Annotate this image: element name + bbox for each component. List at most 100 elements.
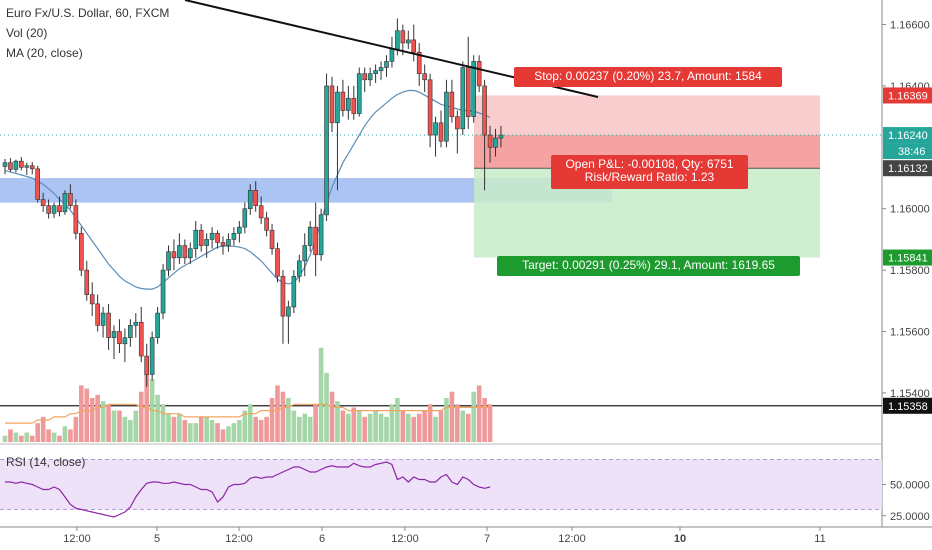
volume-bar	[89, 398, 95, 442]
candle	[155, 306, 160, 344]
stop-price-tag: 1.16369	[883, 87, 932, 104]
volume-bar	[237, 420, 242, 442]
candle-body	[455, 116, 460, 130]
candle-body	[8, 162, 13, 170]
candle-body	[476, 61, 482, 87]
candle-body	[465, 67, 471, 117]
candle-body	[13, 160, 19, 170]
volume-bar	[155, 394, 160, 442]
candle	[237, 221, 242, 243]
candle	[373, 64, 378, 83]
candle-body	[231, 232, 237, 240]
volume-bar	[24, 432, 30, 442]
candle	[487, 125, 493, 163]
volume-bar	[160, 404, 166, 442]
volume-bar	[220, 429, 226, 442]
entry-price-tag: 1.16132	[883, 160, 932, 177]
hline-price-tag-bg	[883, 397, 932, 414]
candle-body	[498, 134, 504, 139]
candle-body	[220, 242, 226, 246]
volume-bar	[111, 410, 117, 442]
candle-body	[204, 239, 209, 246]
candle	[166, 245, 171, 277]
time-tick-label: 12:00	[225, 533, 253, 545]
candle-body	[280, 275, 286, 317]
candle-body	[226, 239, 231, 246]
candle-body	[51, 205, 57, 214]
candle	[24, 162, 30, 175]
candle-body	[209, 232, 215, 240]
last-price-tag-text: 1.16240	[888, 130, 928, 142]
volume-bar	[68, 429, 73, 442]
candle	[476, 55, 482, 93]
candle-body	[95, 303, 100, 326]
target-price-tag: 1.15841	[883, 249, 932, 266]
candle-body	[24, 165, 30, 168]
candle	[389, 36, 395, 68]
pnl-label[interactable]: Open P&L: -0.00108, Qty: 6751Risk/Reward…	[551, 155, 748, 189]
volume-bar	[231, 423, 237, 442]
volume-bar	[171, 416, 177, 442]
candle	[346, 85, 351, 120]
volume-bar	[438, 410, 444, 442]
candle-body	[188, 248, 193, 259]
candle-body	[296, 260, 302, 277]
volume-bar	[46, 429, 51, 442]
volume-bar	[258, 420, 264, 442]
candle	[253, 181, 258, 212]
target-label[interactable]: Target: 0.00291 (0.25%) 29.1, Amount: 16…	[497, 256, 800, 276]
candle-body	[57, 205, 62, 213]
last-price-tag: 1.16240	[883, 127, 932, 144]
volume-bar	[188, 423, 193, 442]
candle	[367, 67, 373, 86]
volume-bar	[411, 416, 417, 442]
ma20-line	[4, 89, 491, 290]
candle	[122, 328, 128, 363]
candle-body	[482, 85, 487, 136]
candle-body	[117, 331, 122, 345]
stop-label-line: Stop: 0.00237 (0.20%) 23.7, Amount: 1584	[534, 69, 762, 83]
candle-body	[487, 134, 493, 148]
candle	[318, 208, 324, 261]
candle	[422, 64, 427, 93]
candle	[269, 224, 275, 255]
candle-body	[291, 275, 297, 308]
stop-label[interactable]: Stop: 0.00237 (0.20%) 23.7, Amount: 1584	[514, 67, 782, 87]
stop-price-tag-text: 1.16369	[888, 90, 928, 102]
volume-bar	[106, 404, 111, 442]
volume-bar	[455, 404, 460, 442]
volume-bar	[297, 416, 302, 442]
volume-bar	[291, 410, 297, 442]
volume-bar	[40, 416, 46, 442]
candle	[498, 125, 504, 148]
volume-bar	[422, 410, 427, 442]
candle	[95, 294, 100, 332]
candle-body	[346, 97, 351, 111]
stop-price-tag-bg	[883, 87, 932, 104]
volume-bar	[73, 416, 79, 442]
candle	[258, 196, 264, 225]
candle	[51, 202, 57, 218]
candle	[73, 199, 79, 240]
candle-body	[340, 91, 346, 111]
candle-body	[111, 331, 117, 338]
countdown-bg	[883, 143, 932, 160]
candle-body	[149, 337, 155, 375]
price-tick-label: 1.15400	[890, 388, 930, 400]
candle	[449, 79, 455, 123]
entry-price-tag-text: 1.16132	[888, 163, 928, 175]
rsi-band	[0, 459, 882, 510]
volume-bar	[476, 385, 482, 442]
candle	[220, 236, 226, 255]
candle	[79, 227, 84, 277]
candle-body	[46, 205, 51, 214]
volume-bar	[57, 435, 62, 442]
candle	[138, 306, 144, 363]
rsi-line	[5, 461, 491, 518]
candle	[471, 55, 477, 123]
volume-bar	[362, 416, 367, 442]
volume-bar	[444, 398, 449, 442]
candle	[329, 76, 335, 132]
time-tick-label: 5	[154, 533, 160, 545]
